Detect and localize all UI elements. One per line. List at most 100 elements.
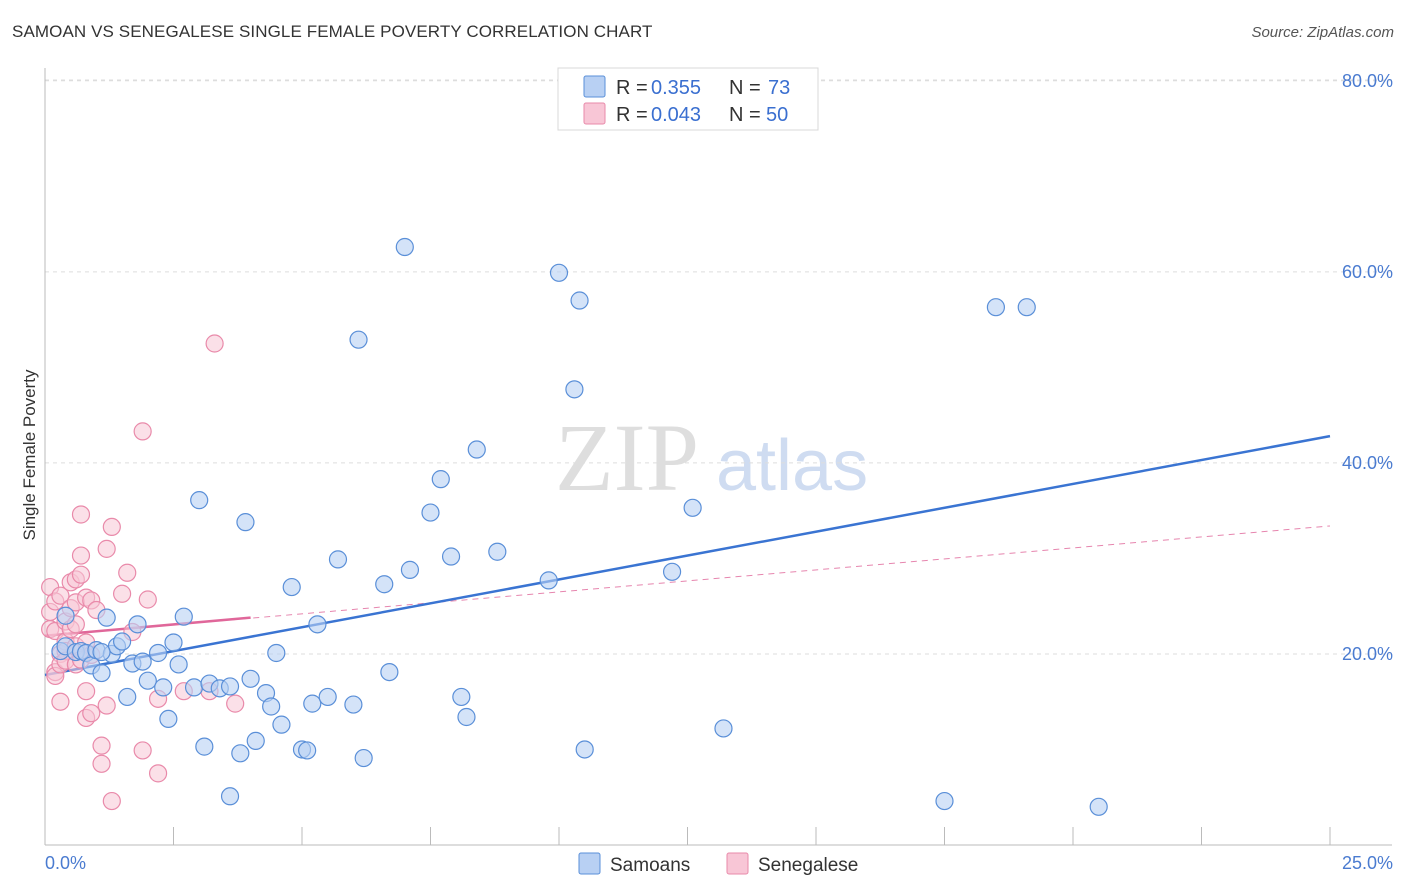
samoan-point	[662, 562, 682, 581]
samoan-point	[441, 547, 461, 566]
samoan-point	[128, 615, 147, 634]
samoan-point	[1089, 797, 1108, 816]
samoan-point	[395, 237, 414, 257]
series-legend: Samoans Senegalese	[578, 852, 858, 876]
senegalese-point	[133, 422, 152, 441]
y-tick-label: 80.0%	[1342, 71, 1393, 91]
y-tick-label: 20.0%	[1342, 644, 1393, 664]
samoan-point	[118, 687, 137, 707]
legend-n-label-1: N =	[729, 77, 761, 99]
samoan-trend-line	[44, 434, 1331, 677]
samoan-point	[421, 503, 440, 522]
samoan-point	[56, 606, 75, 625]
legend-swatch-senegalese	[583, 102, 606, 125]
samoan-point	[246, 731, 265, 750]
samoan-point	[154, 678, 173, 697]
samoan-point	[303, 694, 322, 713]
senegalese-point	[51, 586, 70, 605]
y-axis-label: Single Female Poverty	[20, 369, 39, 541]
samoan-point	[262, 697, 281, 716]
samoan-point	[683, 498, 702, 517]
samoan-point	[267, 643, 286, 663]
samoan-point	[1017, 298, 1036, 317]
samoan-point	[318, 687, 337, 707]
samoan-point	[272, 715, 291, 734]
samoan-point	[241, 669, 260, 688]
senegalese-point	[92, 754, 111, 773]
legend-r-label-2: R =	[616, 104, 648, 126]
x-tick-label-min: 0.0%	[45, 853, 86, 873]
trend-lines	[44, 434, 1331, 677]
stats-legend: R = 0.355 N = 73 R = 0.043 N = 50	[557, 67, 819, 131]
senegalese-points	[41, 334, 245, 811]
senegalese-point	[51, 692, 70, 711]
watermark-atlas: atlas	[716, 426, 868, 506]
senegalese-point	[112, 584, 132, 603]
senegalese-point	[226, 694, 245, 713]
y-tick-label: 60.0%	[1342, 262, 1393, 282]
bottom-legend-senegalese: Senegalese	[758, 855, 858, 876]
samoan-point	[400, 560, 420, 579]
samoan-point	[282, 577, 301, 597]
senegalese-point	[71, 546, 91, 565]
samoan-point	[457, 707, 476, 727]
senegalese-point	[118, 563, 137, 582]
legend-n-value-1: 73	[768, 77, 790, 99]
watermark-zip: ZIP	[555, 404, 699, 511]
chart-title: SAMOAN VS SENEGALESE SINGLE FEMALE POVER…	[12, 22, 653, 41]
samoan-point	[112, 632, 132, 651]
samoan-points	[51, 237, 1108, 816]
samoan-point	[169, 655, 188, 674]
senegalese-point	[97, 696, 116, 715]
samoan-point	[174, 607, 193, 626]
senegalese-point	[148, 764, 168, 783]
senegalese-point	[92, 736, 111, 755]
samoan-point	[714, 719, 733, 738]
samoan-point	[431, 470, 450, 489]
senegalese-point	[77, 682, 96, 701]
senegalese-trend-line	[44, 616, 251, 638]
samoan-point	[328, 550, 348, 569]
samoan-point	[575, 740, 594, 759]
senegalese-trend-dashed	[44, 525, 1331, 637]
samoan-point	[539, 571, 558, 590]
samoan-point	[184, 678, 204, 697]
senegalese-point	[102, 791, 121, 811]
samoan-point	[92, 642, 111, 662]
samoan-point	[565, 380, 584, 399]
samoan-point	[92, 663, 111, 683]
samoan-point	[570, 291, 589, 310]
samoan-point	[138, 671, 157, 690]
legend-r-label-1: R =	[616, 77, 648, 99]
bottom-legend-samoans: Samoans	[610, 855, 690, 876]
tick-labels: 20.0% 40.0% 60.0% 80.0% 0.0% 25.0%	[45, 71, 1393, 873]
samoan-point	[375, 575, 394, 594]
samoan-point	[467, 440, 486, 459]
samoan-point	[986, 298, 1006, 317]
senegalese-point	[71, 565, 91, 584]
samoan-point	[354, 748, 373, 768]
samoan-point	[308, 615, 327, 634]
samoan-point	[97, 608, 116, 627]
gridlines	[45, 79, 1392, 655]
samoan-point	[195, 737, 214, 756]
bottom-legend-swatch-senegalese	[726, 852, 749, 875]
samoan-point	[159, 709, 178, 729]
samoan-point	[935, 791, 954, 811]
legend-n-label-2: N =	[729, 104, 761, 126]
samoan-point	[298, 741, 317, 760]
samoan-point	[133, 652, 152, 671]
samoan-point	[231, 744, 250, 763]
legend-r-value-1: 0.355	[651, 77, 701, 99]
samoan-point	[164, 633, 183, 652]
samoan-point	[380, 663, 399, 682]
samoan-point	[549, 263, 569, 282]
samoan-point	[236, 513, 255, 532]
samoan-point	[148, 643, 168, 663]
legend-r-value-2: 0.043	[651, 104, 701, 126]
senegalese-point	[71, 505, 91, 524]
y-tick-label: 40.0%	[1342, 453, 1393, 473]
senegalese-point	[82, 704, 101, 723]
senegalese-point	[97, 539, 116, 558]
